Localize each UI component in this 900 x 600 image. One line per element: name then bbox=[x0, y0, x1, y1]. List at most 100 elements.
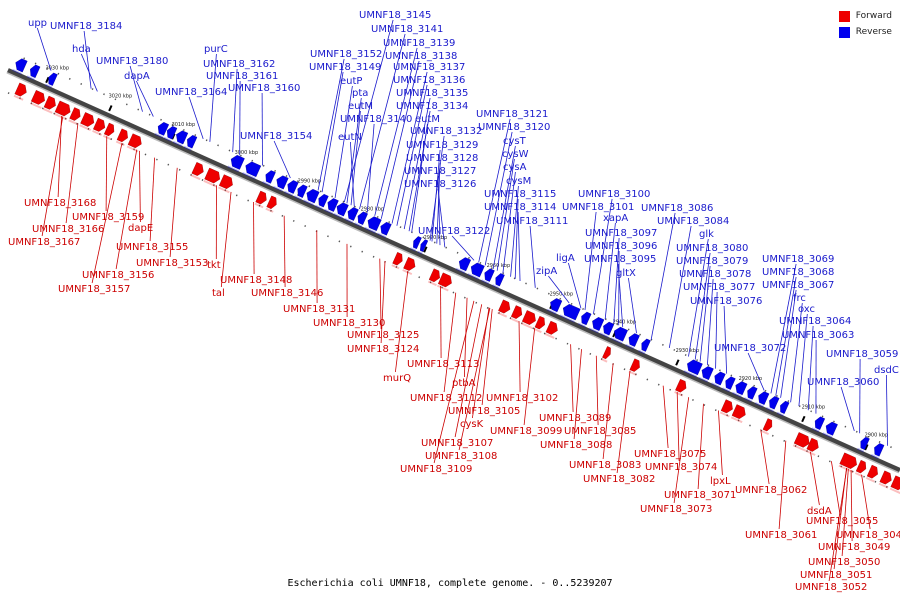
reverse-gene-feature[interactable] bbox=[814, 416, 826, 430]
forward-gene-label[interactable]: murQ bbox=[383, 373, 411, 384]
forward-gene-feature[interactable] bbox=[498, 299, 511, 314]
reverse-gene-label[interactable]: eutN bbox=[338, 132, 362, 143]
reverse-gene-feature[interactable] bbox=[318, 193, 329, 208]
reverse-gene-feature[interactable] bbox=[550, 298, 563, 313]
reverse-gene-feature[interactable] bbox=[592, 317, 605, 331]
reverse-gene-feature[interactable] bbox=[306, 188, 320, 204]
forward-gene-label[interactable]: UMNF18_3051 bbox=[800, 570, 872, 581]
forward-gene-feature[interactable] bbox=[602, 346, 611, 360]
forward-gene-feature[interactable] bbox=[69, 107, 81, 121]
reverse-gene-feature[interactable] bbox=[484, 268, 495, 282]
reverse-gene-label[interactable]: oxc bbox=[798, 304, 815, 315]
forward-gene-feature[interactable] bbox=[392, 252, 403, 266]
forward-gene-label[interactable]: UMNF18_3113 bbox=[407, 359, 479, 370]
reverse-gene-label[interactable]: UMNF18_3111 bbox=[496, 216, 568, 227]
forward-gene-label[interactable]: UMNF18_3146 bbox=[251, 288, 323, 299]
forward-gene-feature[interactable] bbox=[14, 82, 27, 97]
reverse-gene-label[interactable]: gltX bbox=[616, 268, 636, 279]
reverse-gene-label[interactable]: UMNF18_3161 bbox=[206, 71, 278, 82]
reverse-gene-feature[interactable] bbox=[357, 211, 368, 225]
forward-gene-feature[interactable] bbox=[93, 117, 106, 132]
forward-gene-label[interactable]: UMNF18_3125 bbox=[347, 330, 419, 341]
reverse-gene-feature[interactable] bbox=[276, 175, 289, 190]
reverse-gene-label[interactable]: frc bbox=[793, 293, 806, 304]
reverse-gene-feature[interactable] bbox=[30, 64, 41, 79]
forward-gene-label[interactable]: UMNF18_3167 bbox=[8, 237, 80, 248]
reverse-gene-label[interactable]: eutM bbox=[415, 114, 440, 125]
forward-gene-label[interactable]: tkt bbox=[207, 260, 221, 271]
reverse-gene-label[interactable]: UMNF18_3134 bbox=[396, 101, 468, 112]
reverse-gene-label[interactable]: UMNF18_3060 bbox=[807, 377, 879, 388]
forward-gene-label[interactable]: UMNF18_3071 bbox=[664, 490, 736, 501]
forward-gene-label[interactable]: UMNF18_3102 bbox=[486, 393, 558, 404]
reverse-gene-feature[interactable] bbox=[687, 359, 703, 376]
forward-gene-label[interactable]: UMNF18_3099 bbox=[490, 426, 562, 437]
forward-gene-label[interactable]: UMNF18_3050 bbox=[808, 557, 880, 568]
reverse-gene-label[interactable]: purC bbox=[204, 44, 228, 55]
reverse-gene-label[interactable]: ligA bbox=[556, 253, 575, 264]
forward-gene-label[interactable]: UMNF18_3157 bbox=[58, 284, 130, 295]
forward-gene-label[interactable]: UMNF18_3153 bbox=[136, 258, 208, 269]
forward-gene-label[interactable]: UMNF18_3085 bbox=[564, 426, 636, 437]
reverse-gene-label[interactable]: UMNF18_3096 bbox=[585, 241, 657, 252]
reverse-gene-label[interactable]: UMNF18_3127 bbox=[404, 166, 476, 177]
reverse-gene-feature[interactable] bbox=[614, 326, 628, 342]
reverse-gene-label[interactable]: UMNF18_3068 bbox=[762, 267, 834, 278]
reverse-gene-feature[interactable] bbox=[769, 396, 780, 410]
reverse-gene-feature[interactable] bbox=[874, 443, 885, 457]
forward-gene-feature[interactable] bbox=[675, 378, 687, 393]
reverse-gene-label[interactable]: hda bbox=[72, 44, 91, 55]
reverse-gene-label[interactable]: cysM bbox=[506, 176, 531, 187]
forward-gene-feature[interactable] bbox=[255, 190, 267, 205]
reverse-gene-label[interactable]: UMNF18_3137 bbox=[393, 62, 465, 73]
reverse-gene-feature[interactable] bbox=[245, 161, 262, 178]
reverse-gene-feature[interactable] bbox=[176, 130, 189, 145]
forward-gene-label[interactable]: UMNF18_3088 bbox=[540, 440, 612, 451]
reverse-gene-label[interactable]: UMNF18_3121 bbox=[476, 109, 548, 120]
reverse-gene-label[interactable]: UMNF18_3101 bbox=[562, 202, 634, 213]
forward-gene-label[interactable]: UMNF18_3156 bbox=[82, 270, 154, 281]
reverse-gene-feature[interactable] bbox=[297, 184, 308, 198]
forward-gene-label[interactable]: lpxL bbox=[710, 476, 731, 487]
reverse-gene-label[interactable]: upp bbox=[28, 18, 47, 29]
reverse-gene-label[interactable]: dapA bbox=[124, 71, 150, 82]
reverse-gene-label[interactable]: UMNF18_3122 bbox=[418, 226, 490, 237]
reverse-gene-label[interactable]: UMNF18_3059 bbox=[826, 349, 898, 360]
reverse-gene-label[interactable]: UMNF18_3069 bbox=[762, 254, 834, 265]
forward-gene-label[interactable]: UMNF18_3166 bbox=[32, 224, 104, 235]
forward-gene-feature[interactable] bbox=[437, 272, 452, 288]
reverse-gene-feature[interactable] bbox=[265, 170, 276, 184]
reverse-gene-label[interactable]: UMNF18_3076 bbox=[690, 296, 762, 307]
reverse-gene-feature[interactable] bbox=[780, 400, 790, 414]
reverse-gene-label[interactable]: UMNF18_3097 bbox=[585, 228, 657, 239]
reverse-gene-label[interactable]: UMNF18_3079 bbox=[676, 256, 748, 267]
reverse-gene-feature[interactable] bbox=[336, 202, 349, 217]
reverse-gene-label[interactable]: UMNF18_3129 bbox=[406, 140, 478, 151]
forward-gene-feature[interactable] bbox=[116, 128, 128, 143]
reverse-gene-label[interactable]: cysW bbox=[502, 149, 529, 160]
forward-gene-label[interactable]: dsdA bbox=[807, 506, 832, 517]
reverse-gene-label[interactable]: UMNF18_3164 bbox=[155, 87, 227, 98]
forward-gene-label[interactable]: UMNF18_3124 bbox=[347, 344, 419, 355]
forward-gene-label[interactable]: UMNF18_3108 bbox=[425, 451, 497, 462]
reverse-gene-feature[interactable] bbox=[287, 180, 299, 194]
reverse-gene-label[interactable]: UMNF18_3064 bbox=[779, 316, 851, 327]
forward-gene-feature[interactable] bbox=[510, 305, 523, 319]
forward-gene-feature[interactable] bbox=[80, 112, 95, 127]
reverse-gene-label[interactable]: glk bbox=[699, 229, 714, 240]
reverse-gene-label[interactable]: UMNF18_3145 bbox=[359, 10, 431, 21]
reverse-gene-label[interactable]: UMNF18_3084 bbox=[657, 216, 729, 227]
reverse-gene-label[interactable]: UMNF18_3136 bbox=[393, 75, 465, 86]
reverse-gene-feature[interactable] bbox=[747, 386, 758, 400]
reverse-gene-label[interactable]: UMNF18_3095 bbox=[584, 254, 656, 265]
forward-gene-feature[interactable] bbox=[720, 399, 733, 414]
reverse-gene-feature[interactable] bbox=[562, 303, 581, 321]
reverse-gene-feature[interactable] bbox=[166, 126, 178, 140]
forward-gene-label[interactable]: UMNF18_3073 bbox=[640, 504, 712, 515]
forward-gene-label[interactable]: UMNF18_3112 bbox=[410, 393, 482, 404]
reverse-gene-feature[interactable] bbox=[48, 72, 58, 86]
forward-gene-feature[interactable] bbox=[866, 464, 878, 479]
forward-gene-feature[interactable] bbox=[103, 122, 115, 137]
reverse-gene-feature[interactable] bbox=[860, 436, 870, 450]
forward-gene-label[interactable]: UMNF18_3055 bbox=[806, 516, 878, 527]
